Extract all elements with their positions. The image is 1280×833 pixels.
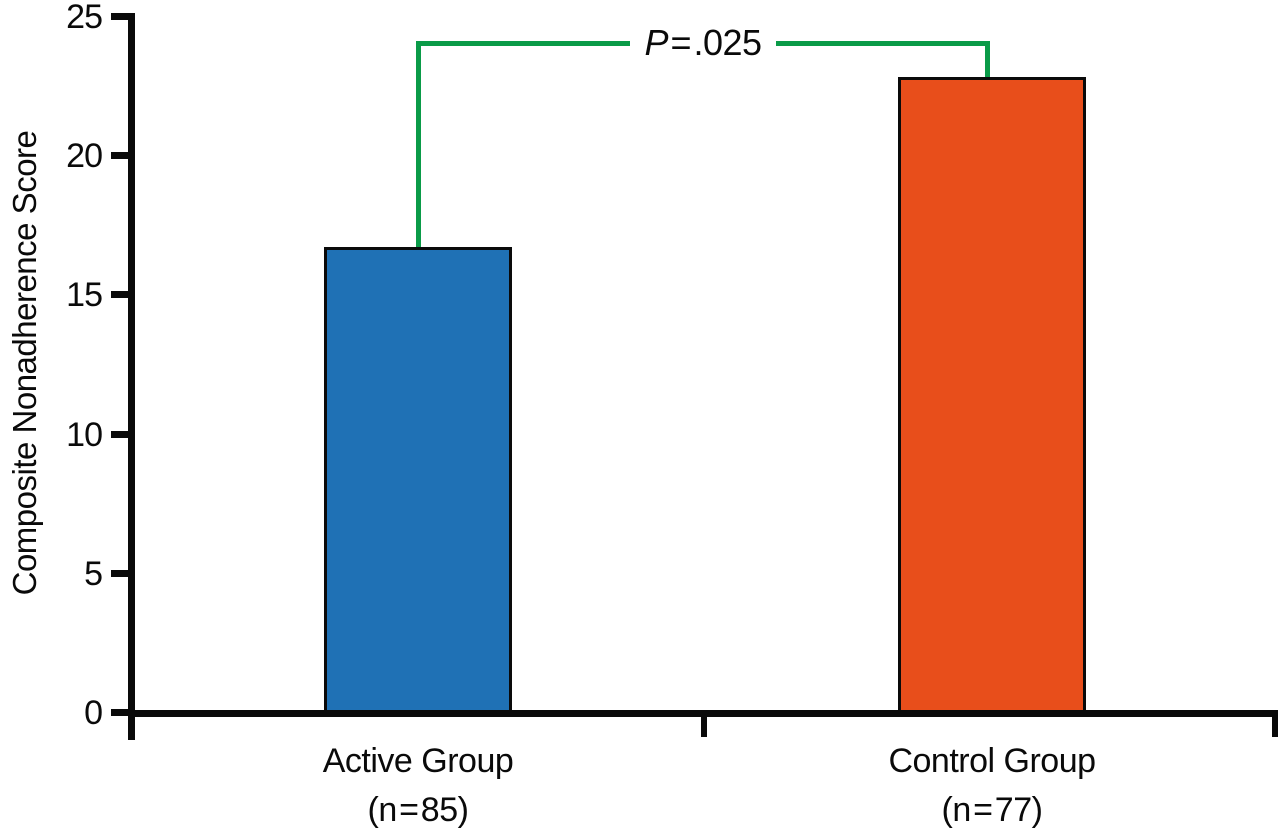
y-axis-tick-20: [111, 152, 135, 159]
y-tick-label-0: 0: [84, 694, 103, 732]
x-axis-tick-right: [1272, 710, 1278, 737]
p-value-label: P = .025: [603, 22, 803, 64]
y-tick-label-20: 20: [66, 137, 103, 175]
x-label-active-group-name: Active Group: [322, 742, 514, 780]
x-label-control-group: Control Group (n = 77): [822, 737, 1162, 833]
p-value-text: = .025: [667, 22, 762, 63]
y-axis-line: [128, 13, 135, 740]
x-label-active-group-n: (n = 85): [367, 791, 469, 829]
significance-bracket-line-right: [776, 41, 990, 46]
y-axis-tick-25: [111, 13, 135, 20]
p-symbol: P: [644, 22, 668, 63]
y-axis-tick-0: [111, 709, 135, 716]
x-label-control-group-name: Control Group: [888, 742, 1096, 780]
x-label-active-group: Active Group (n = 85): [248, 737, 588, 833]
x-label-control-group-n: (n = 77): [941, 791, 1043, 829]
y-tick-label-5: 5: [84, 555, 103, 593]
significance-bracket-line-left: [416, 41, 630, 46]
y-axis-tick-10: [111, 431, 135, 438]
y-tick-label-10: 10: [66, 416, 103, 454]
bar-control-group: [898, 76, 1086, 713]
bar-active-group: [324, 247, 512, 713]
y-tick-label-25: 25: [66, 0, 103, 36]
y-tick-label-15: 15: [66, 276, 103, 314]
y-axis-tick-15: [111, 291, 135, 298]
significance-bracket-leg-control: [985, 41, 990, 77]
significance-bracket-leg-active: [416, 41, 421, 248]
x-axis-tick-mid: [701, 710, 707, 737]
y-axis-tick-5: [111, 570, 135, 577]
